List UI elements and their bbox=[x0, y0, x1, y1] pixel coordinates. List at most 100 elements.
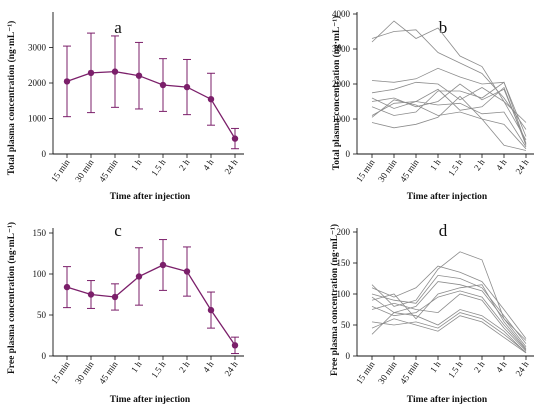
panel-b-plot bbox=[371, 20, 527, 151]
panel-b-x-tick-label: 15 min bbox=[354, 157, 377, 184]
panel-b-x-tick-label: 24 h bbox=[513, 157, 531, 176]
individual-series-line-5 bbox=[371, 284, 527, 349]
panel-a-y-tick-label: 0 bbox=[42, 149, 47, 159]
mean-data-point bbox=[111, 68, 119, 75]
mean-data-point bbox=[159, 261, 167, 269]
panel-d-y-tick-label: 100 bbox=[337, 289, 351, 299]
panel-a-x-tick-label: 1.5 h bbox=[149, 157, 168, 178]
panel-b-y-tick-label: 3000 bbox=[332, 44, 351, 54]
individual-series-line-2 bbox=[371, 29, 527, 130]
panel-d-x-tick-label: 45 min bbox=[398, 359, 421, 386]
mean-series-line bbox=[66, 70, 236, 139]
panel-d-x-tick-label: 2 h bbox=[472, 359, 487, 374]
panel-a: a Total plasma concentration (ng·mL⁻¹) 0… bbox=[6, 12, 244, 202]
panel-c-x-tick-label: 45 min bbox=[97, 359, 120, 386]
individual-series-line-9 bbox=[371, 99, 527, 150]
panel-b-y-axis-title: Total plasma concentration (ng·mL⁻¹) bbox=[331, 16, 342, 171]
panel-letter-a: a bbox=[114, 18, 122, 37]
panel-b-y-axis: 0 1000 2000 3000 4000 bbox=[332, 9, 358, 159]
panel-b-x-tick-label: 2 h bbox=[472, 157, 487, 172]
individual-series-line-4 bbox=[371, 81, 527, 141]
panel-d-x-axis: 15 min 30 min 45 min 1 h 1.5 h 2 h 4 h 2… bbox=[354, 355, 534, 386]
panel-a-x-tick-label: 2 h bbox=[177, 157, 192, 172]
panel-b-y-tick-label: 4000 bbox=[332, 9, 351, 19]
panel-c-x-tick-label: 1.5 h bbox=[149, 359, 168, 380]
mean-data-point bbox=[135, 273, 143, 280]
panel-d-x-tick-label: 1 h bbox=[428, 359, 443, 374]
panel-c-x-tick-label: 2 h bbox=[177, 359, 192, 374]
individual-series-line-2 bbox=[371, 265, 527, 339]
individual-series-line-9 bbox=[371, 315, 527, 354]
panel-d-x-axis-title: Time after injection bbox=[407, 395, 488, 405]
individual-series-line-1 bbox=[371, 251, 527, 341]
mean-data-point bbox=[63, 283, 71, 291]
panel-d-x-tick-label: 4 h bbox=[494, 359, 509, 374]
mean-data-point bbox=[183, 83, 191, 91]
individual-series-line-10 bbox=[371, 309, 527, 354]
individual-series-line-1 bbox=[371, 20, 527, 123]
panel-b-y-tick-label: 1000 bbox=[332, 114, 351, 124]
panel-a-x-tick-label: 45 min bbox=[97, 157, 120, 184]
individual-series-line-6 bbox=[371, 86, 527, 146]
panel-b-x-axis: 15 min 30 min 45 min 1 h 1.5 h 2 h 4 h 2… bbox=[354, 153, 534, 184]
panel-c-y-tick-label: 50 bbox=[37, 310, 47, 320]
panel-a-x-tick-label: 1 h bbox=[129, 157, 144, 172]
panel-b-x-tick-label: 1.5 h bbox=[446, 157, 465, 178]
panel-a-plot bbox=[63, 32, 239, 150]
panel-a-y-axis-title: Total plasma concentration (ng·mL⁻¹) bbox=[6, 21, 17, 176]
mean-data-point bbox=[87, 69, 95, 77]
panel-b-x-tick-label: 30 min bbox=[376, 157, 399, 184]
individual-series-line-6 bbox=[371, 290, 527, 351]
panel-b-x-tick-label: 1 h bbox=[428, 157, 443, 172]
panel-d-x-tick-label: 15 min bbox=[354, 359, 377, 386]
panel-a-x-tick-label: 30 min bbox=[73, 157, 96, 184]
panel-c-x-axis-title: Time after injection bbox=[110, 395, 191, 405]
panel-d-y-axis-title: Free plasma concentration (ng·mL⁻¹) bbox=[329, 224, 340, 376]
panel-c-x-tick-label: 1 h bbox=[129, 359, 144, 374]
mean-data-point bbox=[87, 291, 95, 298]
panel-c-x-tick-label: 15 min bbox=[49, 359, 72, 386]
panel-c-x-axis: 15 min 30 min 45 min 1 h 1.5 h 2 h 4 h 2… bbox=[49, 355, 244, 386]
panel-a-x-tick-label: 24 h bbox=[222, 157, 240, 176]
panel-d: d Free plasma concentration (ng·mL⁻¹) 0 … bbox=[329, 221, 534, 405]
panel-letter-b: b bbox=[439, 18, 448, 37]
panel-a-y-tick-label: 1000 bbox=[28, 114, 47, 124]
mean-data-point bbox=[231, 342, 239, 349]
individual-series-line-7 bbox=[371, 81, 527, 144]
individual-series-line-3 bbox=[371, 67, 527, 137]
panel-a-y-axis: 0 1000 2000 3000 bbox=[28, 12, 54, 159]
panel-a-x-tick-label: 15 min bbox=[49, 157, 72, 184]
panel-d-y-tick-label: 200 bbox=[337, 227, 351, 237]
panel-c-x-tick-label: 4 h bbox=[201, 359, 216, 374]
mean-data-point bbox=[207, 96, 215, 103]
panel-b-y-tick-label: 0 bbox=[346, 149, 351, 159]
panel-c-x-tick-label: 24 h bbox=[222, 359, 240, 378]
panel-a-y-tick-label: 2000 bbox=[28, 78, 47, 88]
panel-d-x-tick-label: 30 min bbox=[376, 359, 399, 386]
mean-data-point bbox=[159, 81, 167, 89]
individual-series-line-10 bbox=[371, 95, 527, 151]
panel-b-y-tick-label: 2000 bbox=[332, 79, 351, 89]
individual-series-line-3 bbox=[371, 274, 527, 344]
individual-series-line-7 bbox=[371, 293, 527, 352]
panel-d-y-axis: 0 50 100 150 200 bbox=[337, 227, 358, 361]
mean-data-point bbox=[135, 72, 143, 79]
panel-c-y-tick-label: 100 bbox=[33, 269, 47, 279]
individual-series-line-8 bbox=[371, 101, 527, 148]
panel-letter-d: d bbox=[439, 221, 448, 240]
panel-b-x-tick-label: 45 min bbox=[398, 157, 421, 184]
panel-c-y-tick-label: 0 bbox=[42, 351, 47, 361]
panel-d-x-tick-label: 24 h bbox=[513, 359, 531, 378]
mean-data-point bbox=[231, 135, 239, 142]
panel-c-y-axis-title: Free plasma concentration (ng·mL⁻¹) bbox=[6, 222, 17, 374]
mean-data-point bbox=[111, 293, 119, 301]
panel-a-x-axis: 15 min 30 min 45 min 1 h 1.5 h 2 h 4 h 2… bbox=[49, 153, 244, 184]
panel-c-y-axis: 0 50 100 150 bbox=[33, 228, 54, 361]
individual-series-line-4 bbox=[371, 281, 527, 347]
panel-d-y-tick-label: 150 bbox=[337, 258, 351, 268]
panel-letter-c: c bbox=[114, 221, 122, 240]
panel-d-y-tick-label: 50 bbox=[341, 320, 351, 330]
panel-d-plot bbox=[371, 251, 527, 354]
panel-b-x-axis-title: Time after injection bbox=[407, 192, 488, 202]
